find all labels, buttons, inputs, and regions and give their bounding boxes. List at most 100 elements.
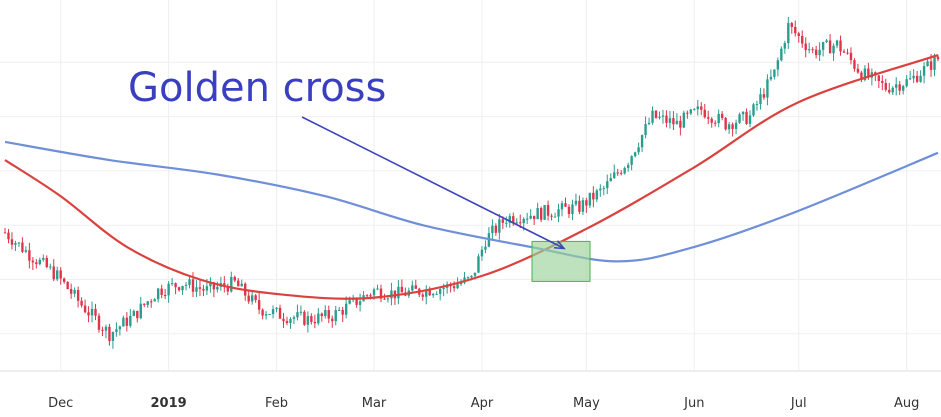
candle-body [780,48,783,61]
x-tick-label: 2019 [151,396,187,411]
candle-body [797,33,800,36]
candle-body [56,270,59,280]
candle-body [738,114,741,123]
candle-body [216,286,219,290]
candle-body [814,49,818,56]
candle-body [59,270,62,279]
candle-body [700,106,703,110]
candle-body [289,318,292,324]
candle-body [177,287,181,291]
candle-body [912,75,915,79]
candle-body [7,232,10,240]
candle-body [494,225,498,233]
candle-body [425,289,428,297]
candle-body [143,303,146,305]
annotations: Golden cross [128,65,566,250]
x-tick-label: Feb [265,396,288,411]
candle-body [10,239,14,245]
x-axis: Dec 2019 Feb Mar Apr May Jun Jul Aug [0,370,941,411]
candle-body [710,118,713,123]
candle-body [466,277,470,279]
candle-body [31,260,35,263]
candle-body [87,312,90,316]
candle-body [191,279,195,292]
candle-body [832,45,835,54]
candle-body [278,307,282,319]
candle-body [125,317,129,326]
candle-body [908,78,912,80]
candle-body [111,332,115,341]
candle-body [668,118,672,123]
candle-body [853,60,856,69]
candle-body [727,124,731,130]
candle-body [156,288,160,300]
candle-body [717,113,720,124]
candle-body [867,68,870,78]
candle-body [557,209,560,217]
candle-body [160,288,163,295]
candle-body [411,285,414,291]
candle-body [299,311,303,313]
candle-body [901,86,905,91]
candle-body [828,40,832,54]
candle-body [97,315,101,330]
candle-body [595,190,599,200]
candle-body [679,120,682,128]
candle-body [271,309,275,315]
candle-body [835,40,839,46]
candle-body [452,286,456,289]
candle-body [543,205,546,220]
candle-body [428,289,431,296]
candle-body [519,222,522,224]
candle-body [17,242,21,244]
candle-body [115,329,118,333]
candle-body [919,75,922,82]
candle-body [320,313,324,317]
candle-body [35,262,38,265]
candle-body [233,276,236,281]
ma-line-fast [4,54,939,300]
x-tick-label: Jul [790,396,807,411]
candle-body [766,79,769,98]
candle-body [811,49,814,51]
candle-body [73,289,76,294]
candle-body [292,317,296,319]
candle-body [682,112,686,128]
candle-body [574,200,578,205]
candle-body [108,326,111,341]
candle-body [905,79,908,87]
candle-body [564,203,567,207]
candle-body [414,285,417,289]
candle-body [630,156,633,165]
candle-body [132,310,136,316]
candle-body [926,61,929,67]
x-tick-label: Aug [894,396,919,411]
annotation-arrow [301,116,565,250]
candle-body [842,51,846,53]
candle-body [435,293,438,295]
candle-body [296,312,299,318]
candle-body [150,301,153,303]
candle-body [442,287,445,290]
candle-body [365,295,369,297]
candle-body [358,301,362,305]
candle-body [592,192,595,200]
candle-body [505,222,508,224]
candle-body [731,124,734,129]
candle-body [696,106,699,110]
candlestick-series [3,16,940,349]
candle-body [536,207,539,220]
candle-body [52,266,55,280]
candle-body [839,40,842,52]
candle-body [644,124,647,136]
candle-body [501,219,505,223]
candle-body [240,283,243,287]
candle-body [602,188,605,190]
golden-cross-label: Golden cross [128,65,386,111]
candle-body [122,317,125,327]
candle-body [306,316,310,325]
candle-body [456,284,459,289]
x-tick-label: Dec [48,396,73,411]
candle-body [585,200,588,206]
